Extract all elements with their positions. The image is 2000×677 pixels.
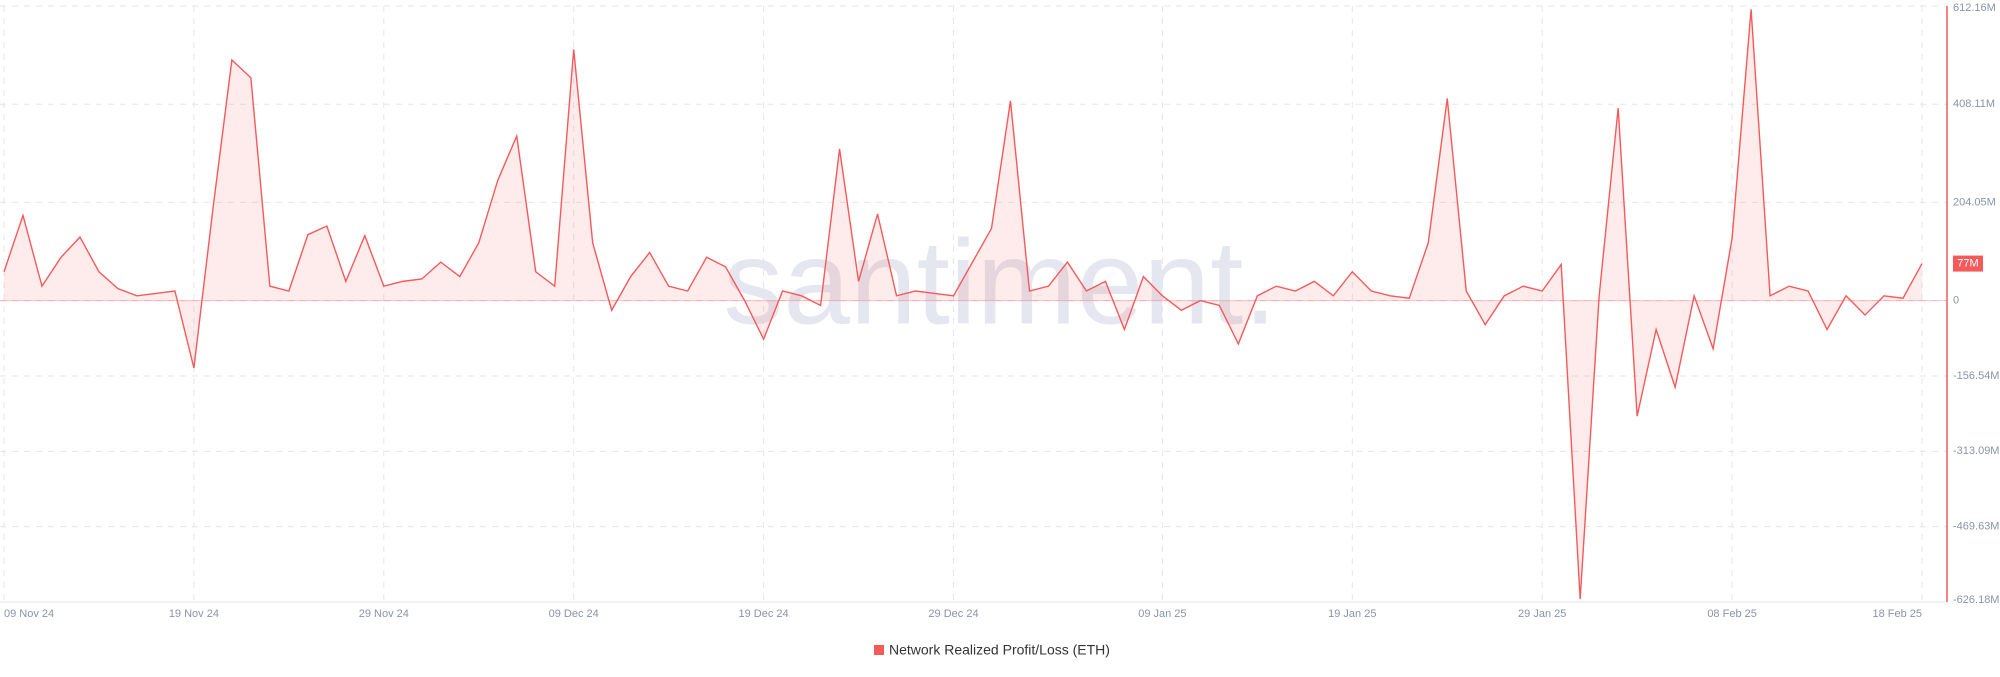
legend-label: Network Realized Profit/Loss (ETH) — [889, 642, 1110, 658]
x-tick-label: 18 Feb 25 — [1872, 608, 1922, 620]
y-tick-label: -626.18M — [1953, 594, 1999, 606]
x-tick-label: 08 Feb 25 — [1707, 608, 1757, 620]
last-value-box — [1953, 255, 1983, 272]
y-tick-label: 0 — [1953, 295, 1959, 307]
x-tick-label: 19 Nov 24 — [169, 608, 219, 620]
watermark: santiment. — [723, 216, 1277, 350]
x-tick-label: 09 Jan 25 — [1138, 608, 1186, 620]
y-tick-label: -156.54M — [1953, 370, 1999, 382]
y-tick-label: 408.11M — [1953, 98, 1995, 110]
x-tick-label: 09 Nov 24 — [4, 608, 54, 620]
area — [4, 9, 1922, 600]
y-tick-label: -469.63M — [1953, 521, 1999, 533]
x-tick-label: 29 Nov 24 — [359, 608, 409, 620]
x-tick-label: 19 Dec 24 — [739, 608, 789, 620]
y-tick-label: -313.09M — [1953, 445, 1999, 457]
x-tick-label: 19 Jan 25 — [1328, 608, 1376, 620]
x-tick-label: 29 Dec 24 — [928, 608, 978, 620]
y-tick-label: 612.16M — [1953, 2, 1996, 14]
x-tick-label: 09 Dec 24 — [549, 608, 599, 620]
x-tick-label: 29 Jan 25 — [1518, 608, 1566, 620]
last-value-label: 77M — [1957, 257, 1978, 269]
line — [3, 9, 1923, 600]
legend-swatch — [874, 645, 884, 655]
y-tick-label: 204.05M — [1953, 196, 1996, 208]
